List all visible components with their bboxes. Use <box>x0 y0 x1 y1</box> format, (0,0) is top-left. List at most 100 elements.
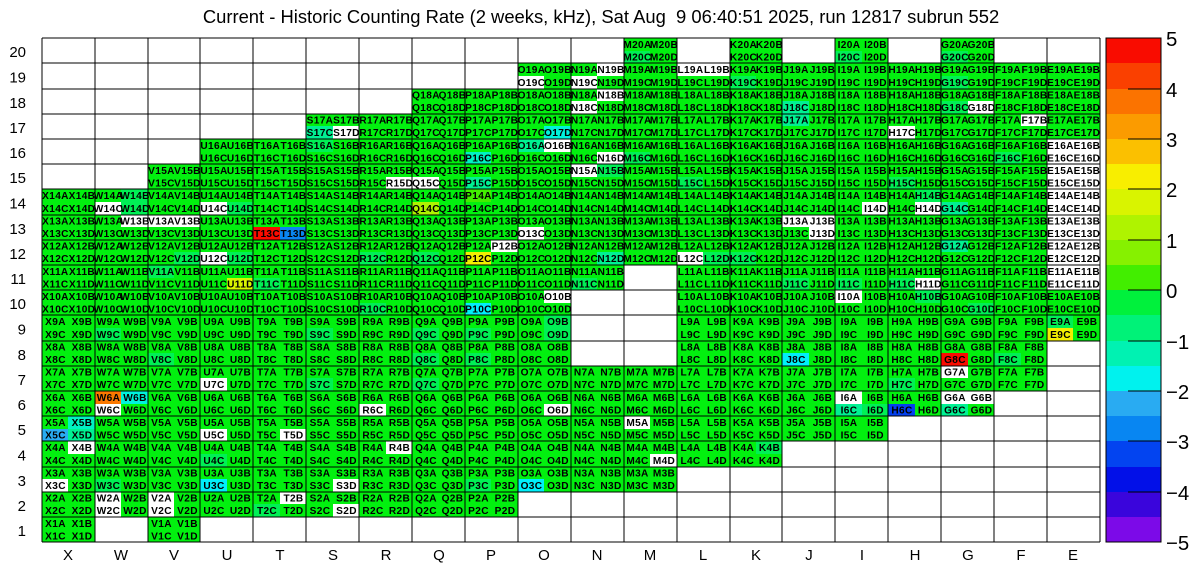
svg-text:I13C: I13C <box>838 229 861 240</box>
svg-text:T16D: T16D <box>280 154 306 165</box>
svg-text:X2B: X2B <box>72 494 93 505</box>
svg-text:P18B: P18B <box>492 91 519 102</box>
svg-text:P15D: P15D <box>492 179 519 190</box>
svg-text:G20B: G20B <box>968 40 996 51</box>
svg-text:2: 2 <box>18 498 26 515</box>
svg-text:K11D: K11D <box>756 280 783 291</box>
svg-text:Q10D: Q10D <box>439 305 467 316</box>
svg-text:X7D: X7D <box>72 380 93 391</box>
svg-text:L13D: L13D <box>704 229 730 240</box>
svg-text:M20C: M20C <box>623 53 652 64</box>
svg-text:Q18C: Q18C <box>412 103 440 114</box>
svg-text:J8D: J8D <box>813 355 833 366</box>
svg-text:G14B: G14B <box>968 191 996 202</box>
svg-text:W13D: W13D <box>120 229 149 240</box>
svg-text:O3B: O3B <box>547 469 569 480</box>
svg-text:K6B: K6B <box>759 393 780 404</box>
svg-text:O10D: O10D <box>544 305 572 316</box>
svg-text:9: 9 <box>18 321 26 338</box>
svg-text:P18A: P18A <box>465 91 492 102</box>
svg-text:P8D: P8D <box>495 355 516 366</box>
svg-text:K16A: K16A <box>730 141 758 152</box>
svg-text:W14B: W14B <box>120 191 149 202</box>
svg-text:O6D: O6D <box>547 406 569 417</box>
svg-text:P18C: P18C <box>465 103 492 114</box>
svg-text:G12D: G12D <box>968 254 996 265</box>
svg-text:H19D: H19D <box>915 78 942 89</box>
svg-text:V12C: V12C <box>148 254 175 265</box>
svg-text:J18C: J18C <box>783 103 809 114</box>
svg-text:H13A: H13A <box>888 217 916 228</box>
svg-text:R9C: R9C <box>362 330 384 341</box>
svg-text:S17B: S17B <box>333 116 360 127</box>
svg-text:U10A: U10A <box>200 292 228 303</box>
svg-text:P12A: P12A <box>465 242 492 253</box>
svg-text:R5C: R5C <box>362 431 384 442</box>
svg-text:H17C: H17C <box>888 128 916 139</box>
svg-text:O12A: O12A <box>518 242 546 253</box>
svg-text:Q9D: Q9D <box>442 330 464 341</box>
svg-text:J6A: J6A <box>786 393 806 404</box>
svg-text:X9C: X9C <box>45 330 66 341</box>
svg-text:16: 16 <box>9 145 26 162</box>
svg-text:L7B: L7B <box>707 368 727 379</box>
svg-text:N17A: N17A <box>571 116 599 127</box>
svg-text:Q18A: Q18A <box>412 91 440 102</box>
svg-text:V6D: V6D <box>177 406 198 417</box>
svg-text:E12C: E12C <box>1047 254 1074 265</box>
svg-text:−5: −5 <box>1166 533 1189 555</box>
svg-text:P3A: P3A <box>468 469 489 480</box>
svg-text:T7C: T7C <box>257 380 277 391</box>
svg-text:T8B: T8B <box>283 343 303 354</box>
svg-text:N17C: N17C <box>571 128 599 139</box>
svg-text:V3B: V3B <box>177 469 198 480</box>
svg-text:Q6B: Q6B <box>442 393 464 404</box>
svg-text:I18C: I18C <box>838 103 861 114</box>
svg-text:E11D: E11D <box>1074 280 1100 291</box>
svg-text:I7D: I7D <box>867 380 884 391</box>
svg-text:X3C: X3C <box>45 481 66 492</box>
svg-text:X9B: X9B <box>72 317 93 328</box>
svg-text:P9A: P9A <box>468 317 489 328</box>
svg-text:G13D: G13D <box>968 229 996 240</box>
svg-text:E18D: E18D <box>1074 103 1101 114</box>
svg-text:X2D: X2D <box>72 506 93 517</box>
svg-text:Q7C: Q7C <box>415 380 437 391</box>
svg-text:W8C: W8C <box>97 355 121 366</box>
svg-text:M20B: M20B <box>650 40 678 51</box>
svg-text:R13C: R13C <box>359 229 387 240</box>
svg-text:O11B: O11B <box>544 267 571 278</box>
svg-text:W9A: W9A <box>97 317 121 328</box>
svg-text:X4C: X4C <box>45 456 66 467</box>
svg-text:S16B: S16B <box>333 141 360 152</box>
svg-text:L8B: L8B <box>707 343 727 354</box>
svg-text:S3C: S3C <box>310 481 331 492</box>
svg-text:I19C: I19C <box>838 78 861 89</box>
svg-text:I10A: I10A <box>838 292 861 303</box>
svg-text:H17B: H17B <box>915 116 942 127</box>
svg-text:L11A: L11A <box>678 267 704 278</box>
svg-text:S5A: S5A <box>310 418 331 429</box>
svg-text:W4D: W4D <box>123 456 146 467</box>
svg-text:E10D: E10D <box>1074 305 1101 316</box>
svg-text:T3D: T3D <box>283 481 303 492</box>
svg-text:T10C: T10C <box>254 305 280 316</box>
svg-text:R2D: R2D <box>389 506 410 517</box>
svg-text:P18D: P18D <box>492 103 519 114</box>
svg-text:F: F <box>1016 547 1025 564</box>
svg-text:E15A: E15A <box>1047 166 1074 177</box>
svg-text:U14D: U14D <box>227 204 254 215</box>
svg-text:L18D: L18D <box>704 103 730 114</box>
svg-text:L16A: L16A <box>677 141 703 152</box>
svg-text:E10A: E10A <box>1047 292 1074 303</box>
svg-text:R2C: R2C <box>362 506 384 517</box>
svg-text:H7D: H7D <box>918 380 939 391</box>
svg-text:W6D: W6D <box>123 406 146 417</box>
svg-text:Q7A: Q7A <box>415 368 437 379</box>
svg-text:J6B: J6B <box>813 393 833 404</box>
svg-text:L14D: L14D <box>704 204 730 215</box>
svg-text:3: 3 <box>18 473 26 490</box>
svg-text:G9D: G9D <box>971 330 993 341</box>
svg-text:L16B: L16B <box>704 141 730 152</box>
svg-text:J10B: J10B <box>810 292 836 303</box>
